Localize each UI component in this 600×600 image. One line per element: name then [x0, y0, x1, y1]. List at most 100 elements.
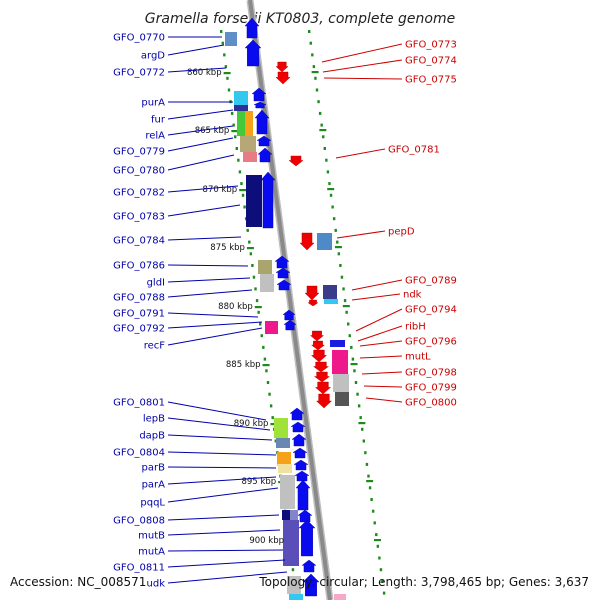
- summary-text: Topology: circular; Length: 3,798,465 bp…: [258, 575, 589, 589]
- feature-block: [282, 510, 290, 520]
- feature-block: [317, 233, 332, 250]
- tick-mark: [364, 451, 367, 455]
- tick-mark: [351, 357, 355, 361]
- kbp-label: 885 kbp: [226, 360, 261, 370]
- gene-label-pqql: pqqL: [140, 498, 165, 509]
- tick-mark: [312, 65, 316, 69]
- label-connector: [167, 549, 284, 552]
- right-gene-labels: GFO_0773 GFO_0774 GFO_0775 GFO_0781 pepD GFO_…: [321, 40, 457, 409]
- tick-mark: [342, 287, 345, 291]
- major-tick: [239, 189, 247, 192]
- plus-gene-arrow: [291, 433, 307, 447]
- gene-label-gfo_0811: GFO_0811: [113, 563, 165, 574]
- label-connector: [167, 289, 253, 298]
- major-tick: [246, 247, 254, 250]
- plus-gene-arrow: [282, 309, 296, 321]
- minus-gene-arrow: [314, 381, 332, 395]
- plus-gene-arrow: [274, 255, 290, 269]
- feature-block: [283, 520, 299, 566]
- tick-mark: [323, 147, 326, 150]
- gene-label-gfo_0773: GFO_0773: [405, 40, 457, 51]
- gene-label-gfo_0788: GFO_0788: [113, 293, 165, 304]
- major-tick: [223, 72, 231, 75]
- gene-label-gfo_0794: GFO_0794: [405, 305, 457, 316]
- tick-mark: [371, 509, 375, 513]
- tick-mark: [240, 182, 243, 186]
- map-title: Gramella forsetii KT0803, complete genom…: [145, 11, 455, 27]
- gene-label-fur: fur: [151, 115, 166, 126]
- gene-label-para: parA: [142, 480, 166, 491]
- label-connector: [167, 67, 227, 73]
- feature-block: [332, 350, 348, 374]
- feature-block: [289, 594, 303, 600]
- tick-mark: [254, 287, 257, 291]
- tick-mark: [322, 135, 325, 139]
- label-connector: [167, 417, 271, 431]
- gene-label-recf: recF: [144, 341, 166, 352]
- minus-gene-arrow: [275, 61, 289, 73]
- feature-block: [243, 152, 257, 162]
- tick-mark: [274, 439, 277, 443]
- plus-gene-arrow: [289, 407, 305, 421]
- tick-mark: [340, 275, 344, 279]
- major-tick: [319, 129, 327, 132]
- feature-block: [240, 136, 256, 152]
- tick-mark: [220, 30, 223, 33]
- gene-label-parb: parB: [142, 463, 166, 474]
- feature-block: [290, 510, 298, 520]
- feature-block: [323, 285, 337, 299]
- label-connector: [323, 77, 403, 80]
- plus-gene-arrow: [260, 171, 276, 229]
- plus-gene-arrow: [244, 39, 262, 67]
- gene-label-gfo_0783: GFO_0783: [113, 212, 165, 223]
- label-connector: [357, 325, 403, 342]
- label-connector: [359, 355, 403, 359]
- gene-label-gldi: gldI: [147, 278, 165, 289]
- gene-label-gfo_0779: GFO_0779: [113, 147, 165, 158]
- tick-mark: [226, 76, 229, 80]
- plus-gene-arrow: [292, 447, 308, 459]
- tick-mark: [268, 392, 271, 396]
- feature-block: [274, 418, 288, 438]
- plus-gene-arrow: [283, 319, 297, 331]
- kbp-scale: 860 kbp 865 kbp 870 kbp 875 kbp 880 kbp 885 k…: [187, 68, 284, 546]
- accession-text: Accession: NC_008571: [10, 575, 146, 589]
- major-tick: [350, 363, 358, 366]
- tick-mark: [221, 41, 224, 45]
- plus-strand-features: [225, 32, 303, 600]
- label-connector: [167, 559, 286, 568]
- feature-block: [324, 299, 338, 304]
- tick-mark: [332, 217, 336, 221]
- tick-mark: [367, 474, 370, 478]
- tick-mark: [248, 240, 251, 244]
- tick-mark: [339, 264, 342, 267]
- gene-label-gfo_0784: GFO_0784: [113, 236, 165, 247]
- tick-mark: [255, 299, 259, 303]
- label-connector: [322, 59, 403, 73]
- feature-block: [260, 274, 274, 292]
- tick-mark: [311, 53, 314, 57]
- kbp-label: 895 kbp: [241, 477, 276, 487]
- gene-label-ribh: ribH: [405, 322, 426, 333]
- label-connector: [363, 385, 403, 388]
- tick-mark: [317, 100, 320, 104]
- tick-mark: [378, 556, 381, 560]
- gene-label-gfo_0781: GFO_0781: [388, 145, 440, 156]
- left-gene-labels: GFO_0770 argD GFO_0772 purA fur relA GFO_0779 G…: [113, 33, 288, 590]
- gene-label-pepd: pepD: [388, 227, 415, 238]
- kbp-label: 875 kbp: [210, 243, 245, 253]
- gene-label-gfo_0800: GFO_0800: [405, 398, 457, 409]
- major-tick: [311, 71, 319, 74]
- plus-gene-arrow: [244, 17, 260, 39]
- tick-mark: [350, 345, 353, 349]
- feature-block: [245, 111, 253, 136]
- label-connector: [167, 514, 280, 521]
- major-tick: [334, 246, 342, 249]
- gene-label-gfo_0792: GFO_0792: [113, 324, 165, 335]
- tick-mark: [271, 416, 274, 420]
- label-connector: [167, 109, 234, 120]
- tick-mark: [343, 299, 347, 303]
- gene-label-gfo_0791: GFO_0791: [113, 309, 165, 320]
- tick-mark: [320, 123, 323, 127]
- tick-mark: [230, 111, 234, 115]
